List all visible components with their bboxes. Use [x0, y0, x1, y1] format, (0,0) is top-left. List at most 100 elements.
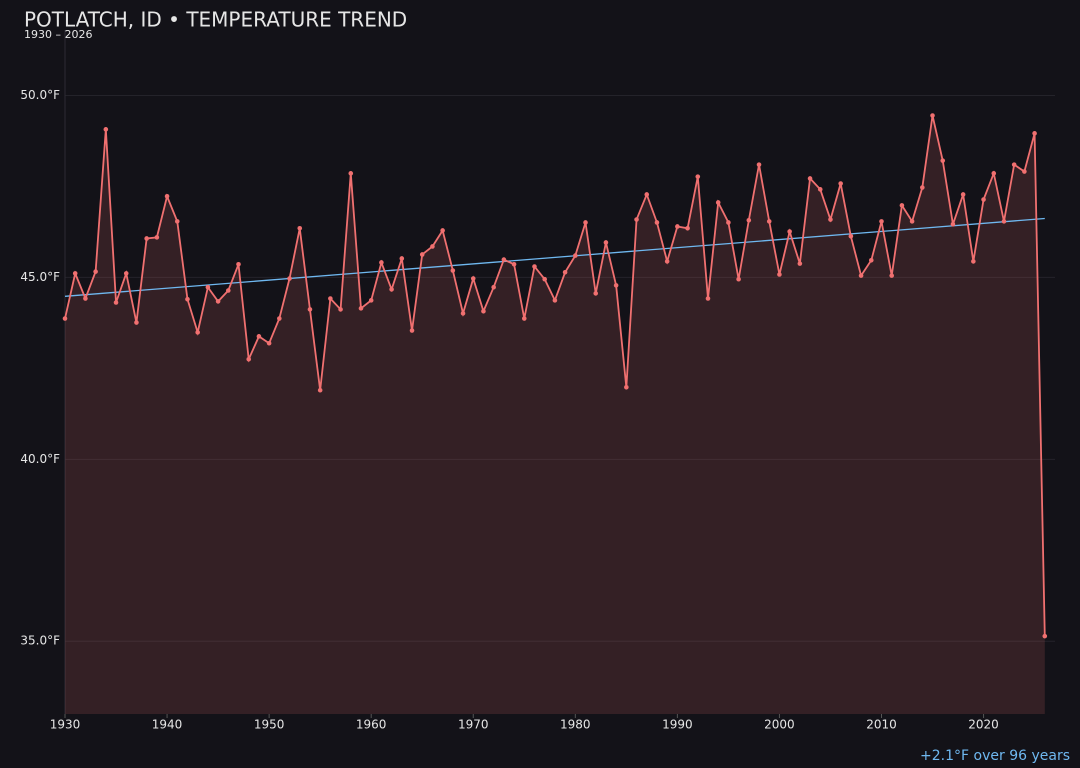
point: [726, 220, 731, 225]
point: [644, 192, 650, 197]
point: [460, 311, 466, 316]
point: [807, 176, 813, 181]
point: [317, 387, 323, 393]
point: [858, 273, 864, 278]
point: [624, 384, 629, 390]
x-tick-label: 1970: [458, 718, 489, 732]
point: [542, 276, 547, 282]
point: [93, 269, 98, 274]
x-tick-label: 2010: [866, 718, 897, 732]
point: [705, 296, 711, 301]
point: [981, 197, 986, 202]
y-tick-label: 40.0°F: [20, 452, 60, 466]
point: [685, 225, 690, 231]
point: [307, 307, 313, 312]
point: [103, 127, 109, 132]
point: [368, 298, 374, 303]
trend-line: [64, 217, 1045, 297]
x-tick-label: 2020: [968, 718, 999, 732]
point: [868, 258, 874, 263]
point: [205, 284, 211, 290]
point: [62, 316, 68, 321]
point: [297, 225, 303, 231]
point: [399, 256, 405, 261]
point: [277, 316, 282, 321]
point: [991, 171, 997, 176]
point: [603, 240, 609, 245]
x-tick-label: 1960: [356, 718, 387, 732]
x-tick-label: 1930: [50, 718, 81, 732]
point: [246, 356, 252, 362]
point: [654, 220, 660, 225]
point: [583, 220, 588, 225]
point: [960, 192, 966, 197]
point: [328, 296, 333, 301]
x-tick-label: 1950: [254, 718, 285, 732]
point: [83, 296, 88, 301]
point: [123, 271, 129, 276]
point: [848, 233, 854, 239]
point: [225, 288, 231, 293]
x-tick-label: 2000: [764, 718, 795, 732]
point: [1022, 169, 1027, 174]
point: [430, 244, 435, 249]
y-tick-label: 35.0°F: [20, 634, 60, 648]
point: [409, 328, 415, 333]
point: [164, 193, 170, 199]
point: [1011, 162, 1017, 167]
point: [817, 187, 823, 192]
point: [593, 291, 599, 296]
point: [379, 260, 384, 265]
point: [828, 217, 833, 222]
y-tick-label: 50.0°F: [20, 88, 60, 102]
point: [664, 259, 670, 264]
point: [144, 236, 149, 241]
point: [1001, 219, 1007, 224]
point: [634, 217, 639, 222]
point: [287, 276, 292, 281]
point: [971, 259, 976, 264]
point: [134, 320, 139, 325]
point: [195, 330, 200, 335]
point: [338, 307, 343, 312]
point: [389, 287, 394, 292]
point: [613, 283, 619, 288]
point: [113, 300, 119, 305]
point: [236, 262, 241, 267]
x-tick-label: 1940: [152, 718, 183, 732]
point: [787, 229, 792, 234]
trend-annotation: +2.1°F over 96 years: [920, 748, 1070, 764]
point: [154, 235, 160, 240]
point: [348, 171, 354, 176]
point: [899, 203, 905, 208]
point: [450, 268, 456, 273]
x-tick-label: 1980: [560, 718, 591, 732]
point: [1042, 633, 1048, 639]
y-tick-label: 45.0°F: [20, 270, 60, 284]
point: [838, 181, 843, 186]
point: [256, 334, 262, 339]
point: [440, 228, 445, 233]
point: [562, 270, 568, 275]
point: [185, 296, 190, 302]
point: [521, 316, 527, 321]
point: [501, 257, 507, 262]
point: [511, 262, 517, 267]
chart-title: POTLATCH, ID • TEMPERATURE TREND: [24, 8, 407, 32]
point: [72, 271, 78, 276]
point: [766, 219, 772, 224]
point: [950, 221, 956, 227]
point: [940, 158, 946, 163]
point: [573, 253, 578, 258]
point: [736, 276, 741, 282]
point: [419, 252, 425, 257]
point: [756, 162, 762, 167]
x-tick-label: 1990: [662, 718, 693, 732]
point: [777, 272, 782, 277]
point: [481, 308, 486, 314]
point: [174, 219, 180, 224]
point: [532, 264, 537, 269]
point: [746, 217, 752, 223]
point: [909, 219, 915, 224]
